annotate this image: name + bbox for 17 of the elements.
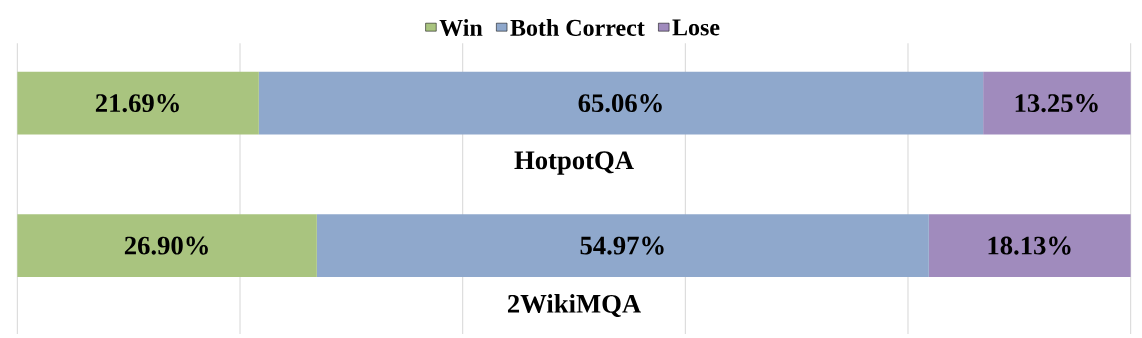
data-label: 18.13% [988, 236, 1071, 255]
bar [17, 71, 259, 135]
data-label: 26.90% [124, 236, 208, 255]
data-label: 13.25% [1015, 94, 1098, 113]
bar [258, 71, 984, 135]
y-tick-label: 2WikiMQA [507, 294, 641, 317]
legend-label: Both Correct [510, 19, 645, 36]
bar [983, 71, 1131, 135]
bar [316, 214, 929, 277]
legend-label: Win [439, 19, 483, 37]
legend-label: Lose [672, 19, 720, 36]
data-label: 21.69% [95, 94, 179, 113]
data-label: 54.97% [580, 236, 664, 255]
y-tick-label: HotpotQA [514, 151, 634, 175]
bar [928, 214, 1131, 277]
bar [17, 214, 317, 277]
data-label: 65.06% [578, 94, 662, 113]
